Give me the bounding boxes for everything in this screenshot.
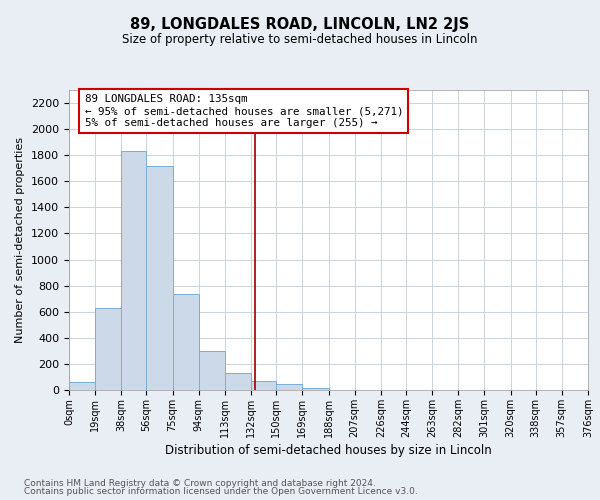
Text: 89, LONGDALES ROAD, LINCOLN, LN2 2JS: 89, LONGDALES ROAD, LINCOLN, LN2 2JS <box>130 18 470 32</box>
Bar <box>302 388 329 390</box>
Text: Size of property relative to semi-detached houses in Lincoln: Size of property relative to semi-detach… <box>122 32 478 46</box>
Bar <box>225 373 251 390</box>
Text: 89 LONGDALES ROAD: 135sqm
← 95% of semi-detached houses are smaller (5,271)
5% o: 89 LONGDALES ROAD: 135sqm ← 95% of semi-… <box>85 94 403 128</box>
Text: Contains public sector information licensed under the Open Government Licence v3: Contains public sector information licen… <box>24 487 418 496</box>
Bar <box>251 381 276 390</box>
Bar <box>146 166 173 390</box>
Bar <box>95 308 121 390</box>
Text: Contains HM Land Registry data © Crown copyright and database right 2024.: Contains HM Land Registry data © Crown c… <box>24 478 376 488</box>
Y-axis label: Number of semi-detached properties: Number of semi-detached properties <box>16 137 25 343</box>
Bar <box>121 152 146 390</box>
Bar <box>199 351 225 390</box>
X-axis label: Distribution of semi-detached houses by size in Lincoln: Distribution of semi-detached houses by … <box>165 444 492 457</box>
Bar <box>276 384 302 390</box>
Bar <box>69 382 95 390</box>
Bar <box>173 294 199 390</box>
